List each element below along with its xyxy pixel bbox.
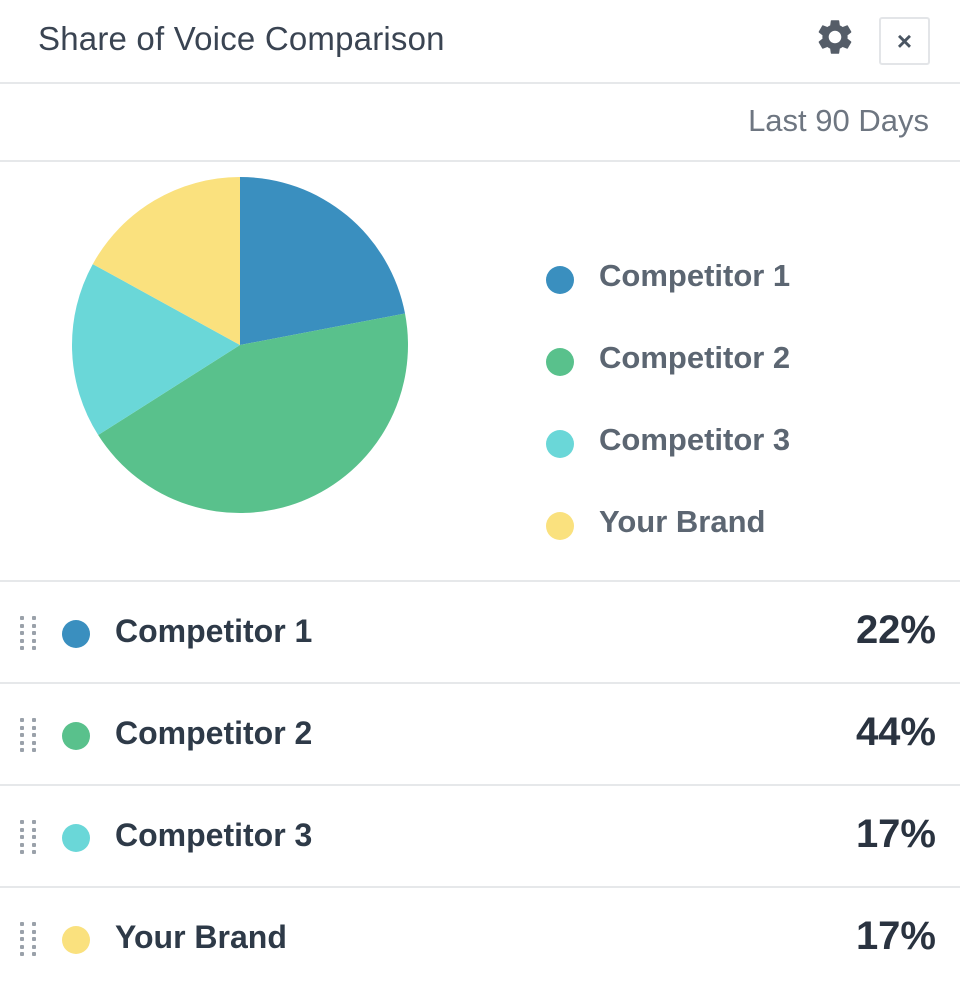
legend-label: Competitor 1	[599, 258, 791, 293]
pie-slice-competitor-1[interactable]	[240, 177, 406, 345]
widget-header: Share of Voice Comparison ×	[0, 0, 960, 84]
list-row-your-brand[interactable]: Your Brand 17%	[0, 888, 960, 990]
close-button[interactable]: ×	[879, 17, 930, 65]
drag-handle-icon[interactable]	[20, 616, 38, 652]
chart-area: Competitor 1 Competitor 2 Competitor 3 Y…	[0, 162, 960, 582]
list-row-competitor-3[interactable]: Competitor 3 17%	[0, 786, 960, 888]
row-label: Your Brand	[115, 919, 287, 955]
legend-label: Your Brand	[599, 504, 766, 539]
row-label: Competitor 1	[115, 613, 313, 649]
legend-label: Competitor 3	[599, 422, 791, 457]
close-icon: ×	[896, 25, 913, 56]
color-dot	[62, 722, 90, 750]
drag-handle-icon[interactable]	[20, 820, 38, 856]
gear-icon[interactable]	[814, 16, 856, 58]
list-row-competitor-1[interactable]: Competitor 1 22%	[0, 582, 960, 684]
list-row-competitor-2[interactable]: Competitor 2 44%	[0, 684, 960, 786]
row-percentage: 22%	[855, 608, 936, 652]
legend-dot	[546, 266, 574, 294]
drag-handle-icon[interactable]	[20, 922, 38, 958]
legend-label: Competitor 2	[599, 340, 791, 375]
color-dot	[62, 824, 90, 852]
legend-dot	[546, 430, 574, 458]
row-percentage: 17%	[855, 812, 936, 856]
date-range-label[interactable]: Last 90 Days	[748, 103, 929, 138]
legend-dot	[546, 512, 574, 540]
row-label: Competitor 3	[115, 817, 313, 853]
row-label: Competitor 2	[115, 715, 313, 751]
pie-slice-competitor-3[interactable]	[71, 264, 240, 436]
pie-slice-competitor-2[interactable]	[98, 313, 408, 513]
legend-dot	[546, 348, 574, 376]
row-percentage: 17%	[855, 914, 936, 958]
widget-title: Share of Voice Comparison	[38, 20, 445, 57]
pie-slice-your-brand[interactable]	[92, 177, 240, 345]
share-list: Competitor 1 22% Competitor 2 44% Compet…	[0, 582, 960, 990]
drag-handle-icon[interactable]	[20, 718, 38, 754]
date-range-bar: Last 90 Days	[0, 84, 960, 162]
pie-chart	[71, 177, 408, 513]
color-dot	[62, 620, 90, 648]
row-percentage: 44%	[855, 710, 936, 754]
color-dot	[62, 926, 90, 954]
